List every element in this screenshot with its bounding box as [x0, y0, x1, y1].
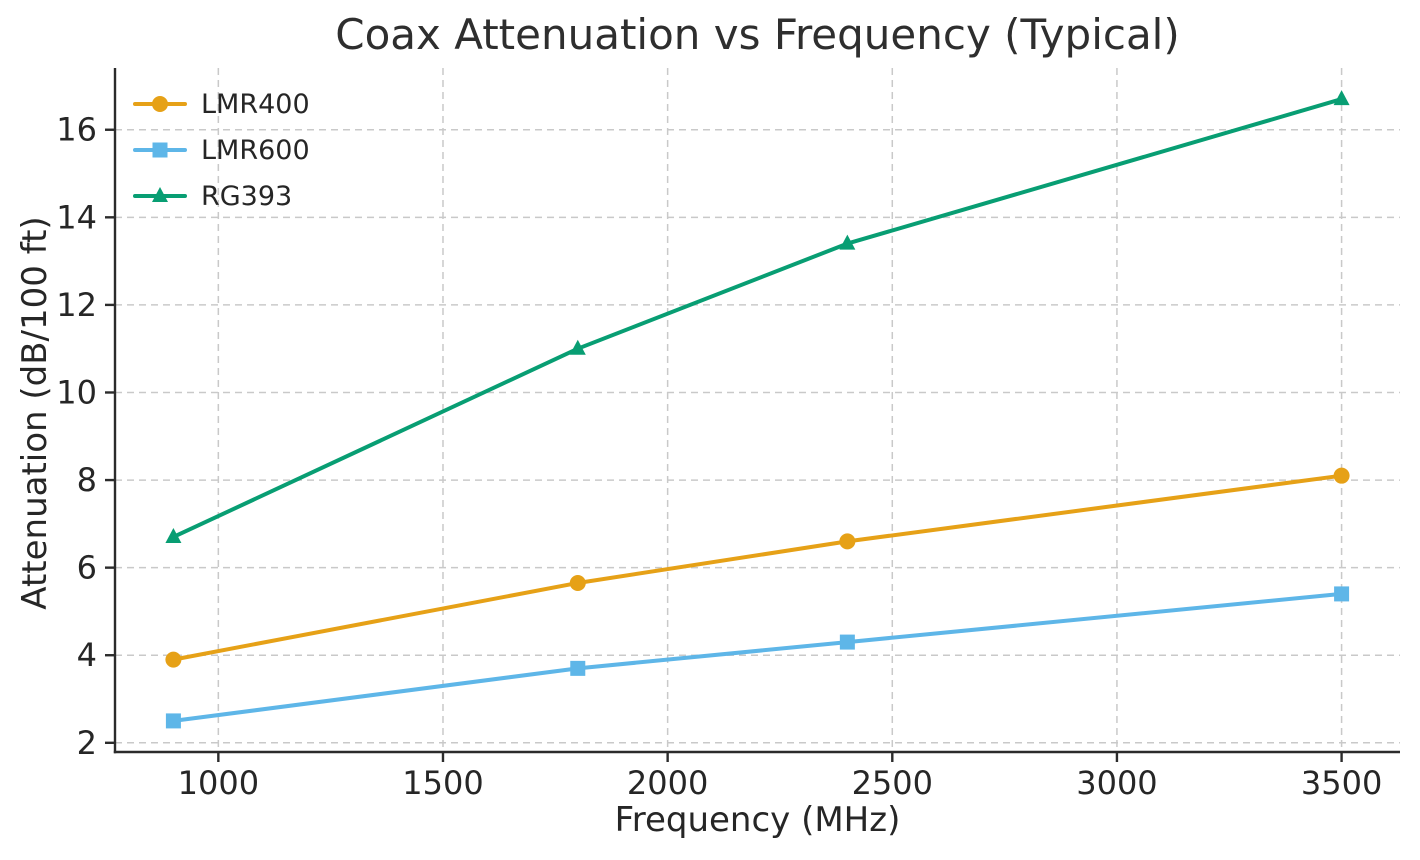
circle-marker [165, 651, 182, 668]
triangle-marker [165, 527, 182, 543]
legend-item-lmr600: LMR600 [133, 132, 310, 168]
tick-labels: 1000 1500 2000 2500 3000 3500 2 4 6 8 10 12 14 16 [56, 111, 1382, 802]
square-marker [1334, 586, 1350, 602]
legend-label: LMR400 [201, 88, 310, 120]
circle-marker [839, 533, 856, 550]
triangle-marker [569, 339, 586, 355]
x-tick-label: 1500 [402, 764, 483, 802]
series-RG393 [165, 90, 1350, 543]
y-tick-label: 10 [56, 373, 97, 411]
x-tick-label: 3000 [1076, 764, 1157, 802]
triangle-marker [152, 187, 168, 202]
axes-spines [113, 68, 1400, 754]
square-marker [165, 713, 181, 729]
series-LMR400 [165, 467, 1350, 668]
gridlines [115, 68, 1400, 752]
series-LMR600 [165, 586, 1350, 729]
y-tick-label: 6 [77, 549, 97, 587]
legend-item-lmr400: LMR400 [133, 86, 310, 122]
square-marker [152, 142, 168, 158]
x-tick-label: 1000 [178, 764, 259, 802]
series-line [171, 473, 1344, 662]
circle-marker [152, 96, 168, 112]
y-tick-label: 14 [56, 198, 97, 236]
y-axis-label: Attenuation (dB/100 ft) [15, 216, 55, 610]
series-line [171, 591, 1344, 723]
y-tick-label: 16 [56, 111, 97, 149]
tick-marks [105, 128, 1343, 762]
circle-marker [1333, 467, 1350, 484]
x-tick-label: 2500 [852, 764, 933, 802]
legend-swatch [133, 187, 187, 202]
x-tick-label: 2000 [627, 764, 708, 802]
triangle-marker [839, 234, 856, 250]
square-marker [570, 660, 586, 676]
triangle-marker [1333, 90, 1350, 106]
square-marker [839, 634, 855, 650]
x-axis-label: Frequency (MHz) [614, 800, 901, 840]
y-tick-label: 2 [77, 724, 97, 762]
legend-swatch [133, 142, 187, 158]
circle-marker [569, 574, 586, 591]
legend-item-rg393: RG393 [133, 178, 310, 214]
y-tick-label: 12 [56, 286, 97, 324]
x-tick-label: 3500 [1301, 764, 1382, 802]
legend-label: LMR600 [201, 134, 310, 166]
y-tick-label: 8 [77, 461, 97, 499]
legend: LMR400 LMR600 RG393 [133, 86, 310, 214]
chart-title: Coax Attenuation vs Frequency (Typical) [335, 10, 1180, 59]
legend-label: RG393 [201, 180, 293, 212]
y-tick-label: 4 [77, 636, 97, 674]
series-line [171, 97, 1344, 539]
legend-swatch [133, 96, 187, 112]
